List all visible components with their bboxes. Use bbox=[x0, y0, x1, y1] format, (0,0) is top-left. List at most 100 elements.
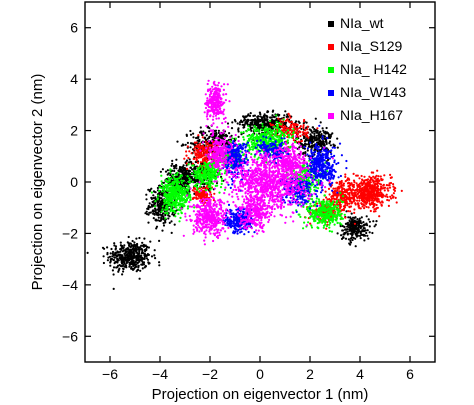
data-point bbox=[266, 132, 269, 136]
data-point bbox=[109, 261, 112, 264]
data-point bbox=[175, 198, 179, 202]
data-point bbox=[186, 185, 189, 188]
data-point bbox=[251, 123, 254, 126]
data-point bbox=[176, 197, 179, 200]
data-point bbox=[160, 174, 163, 177]
data-point bbox=[185, 159, 189, 162]
data-point bbox=[168, 221, 171, 224]
data-point bbox=[269, 119, 272, 122]
data-point bbox=[153, 213, 156, 216]
data-point bbox=[179, 183, 182, 186]
data-point bbox=[379, 175, 382, 178]
data-point bbox=[353, 220, 356, 223]
data-point bbox=[289, 116, 292, 119]
data-point bbox=[111, 255, 114, 258]
data-point bbox=[349, 228, 352, 231]
data-point bbox=[86, 251, 89, 254]
data-point bbox=[372, 220, 375, 223]
data-point bbox=[162, 217, 165, 220]
data-point bbox=[302, 151, 305, 154]
data-point bbox=[160, 190, 164, 193]
data-point bbox=[250, 129, 253, 132]
data-point bbox=[196, 136, 200, 140]
data-point bbox=[392, 192, 395, 195]
data-point bbox=[314, 139, 317, 142]
data-point bbox=[298, 121, 301, 124]
data-point bbox=[137, 265, 140, 268]
data-point bbox=[145, 210, 148, 213]
data-point bbox=[358, 189, 362, 192]
data-point bbox=[175, 164, 178, 167]
data-point bbox=[249, 124, 252, 127]
data-point bbox=[360, 216, 363, 219]
data-point bbox=[271, 132, 274, 135]
data-point bbox=[305, 121, 308, 124]
data-point bbox=[385, 184, 388, 187]
data-point bbox=[201, 154, 204, 157]
data-point bbox=[188, 177, 191, 180]
data-point bbox=[175, 182, 179, 185]
data-point bbox=[145, 198, 148, 201]
data-point bbox=[350, 232, 353, 235]
data-point bbox=[282, 118, 285, 121]
data-point bbox=[236, 122, 239, 125]
data-point bbox=[188, 173, 191, 176]
data-point bbox=[242, 115, 245, 118]
data-point bbox=[325, 196, 328, 199]
data-point bbox=[139, 269, 142, 272]
data-point bbox=[333, 144, 336, 147]
data-point bbox=[318, 202, 321, 205]
data-point bbox=[277, 138, 280, 141]
data-point bbox=[121, 244, 124, 248]
data-point bbox=[333, 223, 336, 226]
data-point bbox=[192, 136, 195, 139]
data-point bbox=[234, 120, 237, 123]
data-point bbox=[365, 215, 368, 218]
data-point bbox=[153, 202, 156, 205]
data-point bbox=[290, 120, 293, 123]
data-point bbox=[349, 187, 352, 190]
data-point bbox=[349, 205, 353, 208]
data-point bbox=[271, 129, 274, 132]
data-point bbox=[130, 257, 134, 260]
data-point bbox=[360, 181, 363, 184]
data-point bbox=[367, 193, 371, 196]
data-point bbox=[134, 249, 137, 252]
data-point bbox=[186, 189, 189, 193]
data-point bbox=[307, 221, 310, 224]
data-point bbox=[165, 179, 168, 182]
data-point bbox=[350, 212, 353, 215]
data-point bbox=[177, 208, 180, 211]
data-point bbox=[287, 115, 290, 118]
data-point bbox=[267, 140, 270, 143]
data-point bbox=[160, 182, 164, 186]
data-point bbox=[290, 136, 293, 139]
data-point bbox=[168, 180, 171, 183]
data-point bbox=[376, 191, 379, 194]
data-point bbox=[191, 180, 194, 183]
data-point bbox=[298, 126, 301, 129]
data-point bbox=[287, 129, 290, 132]
data-point bbox=[340, 212, 343, 215]
data-point bbox=[293, 123, 296, 126]
data-point bbox=[147, 246, 150, 249]
data-point bbox=[390, 197, 393, 200]
data-point bbox=[283, 114, 286, 117]
data-point bbox=[276, 136, 279, 139]
data-point bbox=[356, 188, 359, 191]
data-point bbox=[154, 200, 157, 203]
data-point bbox=[343, 206, 347, 209]
data-point bbox=[331, 194, 334, 198]
data-point bbox=[176, 187, 179, 190]
data-point bbox=[177, 202, 180, 205]
data-point bbox=[109, 252, 112, 255]
data-point bbox=[268, 131, 271, 134]
data-point bbox=[237, 135, 240, 138]
data-point bbox=[188, 181, 192, 184]
data-point bbox=[352, 194, 355, 197]
data-point bbox=[207, 166, 210, 169]
data-point bbox=[183, 186, 186, 190]
data-point bbox=[344, 180, 347, 183]
data-point bbox=[260, 117, 264, 120]
data-point bbox=[313, 132, 316, 135]
